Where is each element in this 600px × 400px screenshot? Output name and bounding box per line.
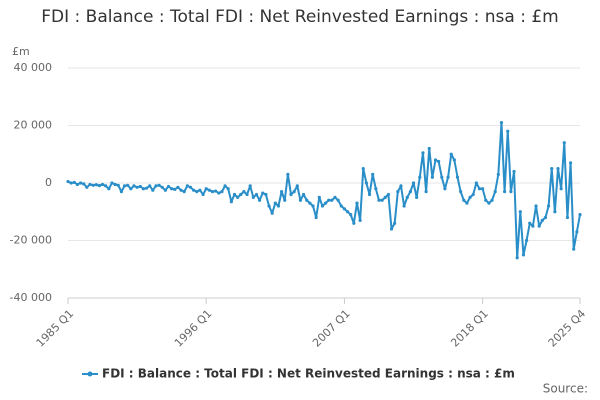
x-tick-label: 2007 Q1 xyxy=(310,307,353,350)
legend-dot xyxy=(87,371,93,377)
x-tick-label: 1985 Q1 xyxy=(34,307,77,350)
legend-label: FDI : Balance : Total FDI : Net Reinvest… xyxy=(102,367,515,381)
x-tick-label: 2025 Q4 xyxy=(546,307,589,350)
x-tick-label: 2018 Q1 xyxy=(448,307,491,350)
y-unit-label: £m xyxy=(12,45,30,58)
x-tick-label: 1996 Q1 xyxy=(172,307,215,350)
data-line xyxy=(66,121,582,260)
y-tick-label: -20 000 xyxy=(10,234,52,247)
y-tick-label: 0 xyxy=(45,176,52,189)
y-tick-label: 20 000 xyxy=(14,119,53,132)
y-tick-label: -40 000 xyxy=(10,291,52,304)
chart-title: FDI : Balance : Total FDI : Net Reinvest… xyxy=(41,7,559,27)
source: Source: xyxy=(543,382,588,396)
y-tick-label: 40 000 xyxy=(14,61,53,74)
